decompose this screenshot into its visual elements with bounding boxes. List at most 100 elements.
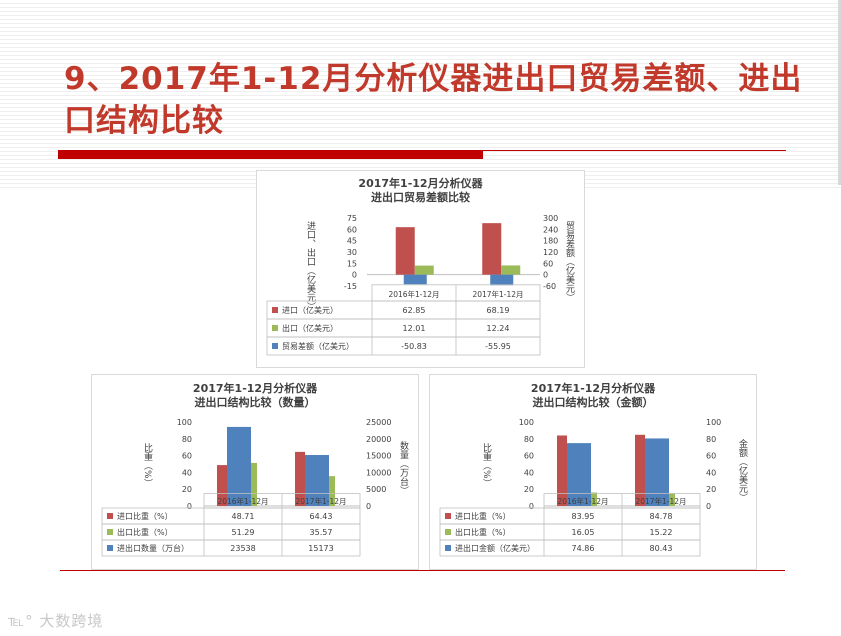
y-tick-label: 60 (524, 452, 534, 461)
table-value: 23538 (230, 544, 255, 553)
y-axis-label: 进口、出口（亿美元） (305, 221, 315, 311)
legend-swatch (272, 325, 278, 331)
y-tick-label: 100 (177, 418, 192, 427)
legend-label: 进口比重（%） (117, 511, 173, 521)
table-value: 64.43 (310, 512, 333, 521)
legend-swatch (445, 513, 451, 519)
legend-label: 进口（亿美元） (282, 305, 338, 315)
table-value: -50.83 (401, 342, 427, 351)
table-value: 68.19 (487, 306, 510, 315)
y2-tick-label: 0 (366, 502, 371, 511)
slide-title: 9、2017年1-12月分析仪器进出口贸易差额、进出 口结构比较 (64, 58, 804, 142)
table-value: 15173 (308, 544, 333, 553)
table-row (101, 539, 361, 557)
slide-edge-shadow (838, 0, 841, 185)
bar-export (247, 462, 257, 506)
y2-tick-label: 300 (543, 214, 558, 223)
y-axis-label: 比重（%） (142, 443, 152, 488)
y2-tick-label: 180 (543, 237, 558, 246)
y2-axis-label: 贸易差额（亿美元） (564, 221, 574, 302)
legend-swatch (445, 545, 451, 551)
bar-total (490, 274, 514, 286)
bar-export (665, 493, 675, 506)
legend-swatch (107, 545, 113, 551)
bar-export (325, 476, 335, 506)
y2-axis-label: 数量（万台） (398, 441, 408, 495)
y-tick-label: 0 (187, 502, 192, 511)
bar-total (567, 443, 591, 506)
y2-tick-label: 25000 (366, 418, 391, 427)
bar-import (635, 434, 645, 506)
slide-title-line1: 9、2017年1-12月分析仪器进出口贸易差额、进出 (64, 61, 803, 97)
y2-tick-label: -60 (543, 282, 556, 291)
y-tick-label: 100 (519, 418, 534, 427)
y-tick-label: 60 (347, 225, 357, 234)
table-value: 15.22 (650, 528, 673, 537)
table-row (266, 336, 541, 356)
footer-rule (60, 570, 785, 571)
chart-plot-area: 75 60 45 30 15 0 -15 300 240 180 120 60 0 -60 2016年1-1… (266, 214, 558, 356)
chart-title-line2: 进出口结构比较（数量） (194, 396, 316, 409)
y-tick-label: 40 (182, 468, 192, 477)
legend-label: 出口比重（%） (117, 527, 173, 537)
category-label: 2016年1-12月 (217, 496, 268, 506)
y2-tick-label: 240 (543, 225, 558, 234)
chart-title-line2: 进出口结构比较（金额） (532, 396, 654, 409)
y2-tick-label: 0 (543, 271, 548, 280)
bar-import (395, 227, 415, 275)
y-tick-label: 75 (347, 214, 357, 223)
chart-title-line1: 2017年1-12月分析仪器 (358, 177, 483, 190)
y-tick-label: 45 (347, 237, 357, 246)
y2-tick-label: 20 (706, 485, 716, 494)
legend-label: 出口（亿美元） (282, 323, 338, 333)
category-label: 2016年1-12月 (557, 496, 608, 506)
y2-axis-label: 金额（亿美元） (737, 439, 747, 502)
y2-tick-label: 15000 (366, 452, 391, 461)
y-tick-label: -15 (344, 282, 357, 291)
legend-label: 出口比重（%） (455, 527, 511, 537)
bar-import (295, 451, 305, 506)
y2-tick-label: 120 (543, 248, 558, 257)
value-structure-chart: 2017年1-12月分析仪器 进出口结构比较（金额） 比重（%） 金额（亿美元）… (429, 374, 757, 570)
table-value: 48.71 (232, 512, 255, 521)
bar-import (482, 223, 502, 275)
table-value: 51.29 (232, 528, 255, 537)
table-value: 83.95 (572, 512, 595, 521)
category-label: 2017年1-12月 (472, 289, 523, 299)
chart-title-line1: 2017年1-12月分析仪器 (192, 382, 318, 395)
table-value: 74.86 (572, 544, 595, 553)
bar-export (414, 265, 434, 275)
y-tick-label: 40 (524, 468, 534, 477)
table-value: 16.05 (572, 528, 595, 537)
table-row (439, 539, 701, 557)
category-label: 2017年1-12月 (295, 496, 346, 506)
y-tick-label: 80 (182, 435, 192, 444)
legend-label: 贸易差额（亿美元） (282, 341, 354, 351)
legend-swatch (445, 529, 451, 535)
legend-swatch (272, 307, 278, 313)
bar-export (587, 492, 597, 506)
legend-swatch (107, 513, 113, 519)
y2-tick-label: 0 (706, 502, 711, 511)
category-label: 2017年1-12月 (635, 496, 686, 506)
bar-import (557, 435, 567, 506)
y-tick-label: 0 (352, 271, 357, 280)
chart-title-line1: 2017年1-12月分析仪器 (530, 382, 656, 395)
bar-total (645, 438, 669, 506)
title-underline-bar (58, 150, 483, 159)
bar-total (227, 426, 251, 506)
y2-tick-label: 40 (706, 468, 716, 477)
watermark: ℡° 大数跨境 (8, 610, 103, 631)
watermark-logo-icon: ℡° (8, 612, 34, 630)
category-label: 2016年1-12月 (388, 289, 439, 299)
legend-swatch (272, 343, 278, 349)
y2-tick-label: 60 (706, 452, 716, 461)
legend-label: 进口比重（%） (455, 511, 511, 521)
y-tick-label: 15 (347, 259, 357, 268)
bar-total (305, 455, 329, 506)
slide-title-line2: 口结构比较 (64, 103, 224, 139)
legend-swatch (107, 529, 113, 535)
bar-import (217, 465, 227, 506)
table-value: 12.24 (487, 324, 510, 333)
legend-label: 进出口金额（亿美元） (455, 543, 535, 553)
